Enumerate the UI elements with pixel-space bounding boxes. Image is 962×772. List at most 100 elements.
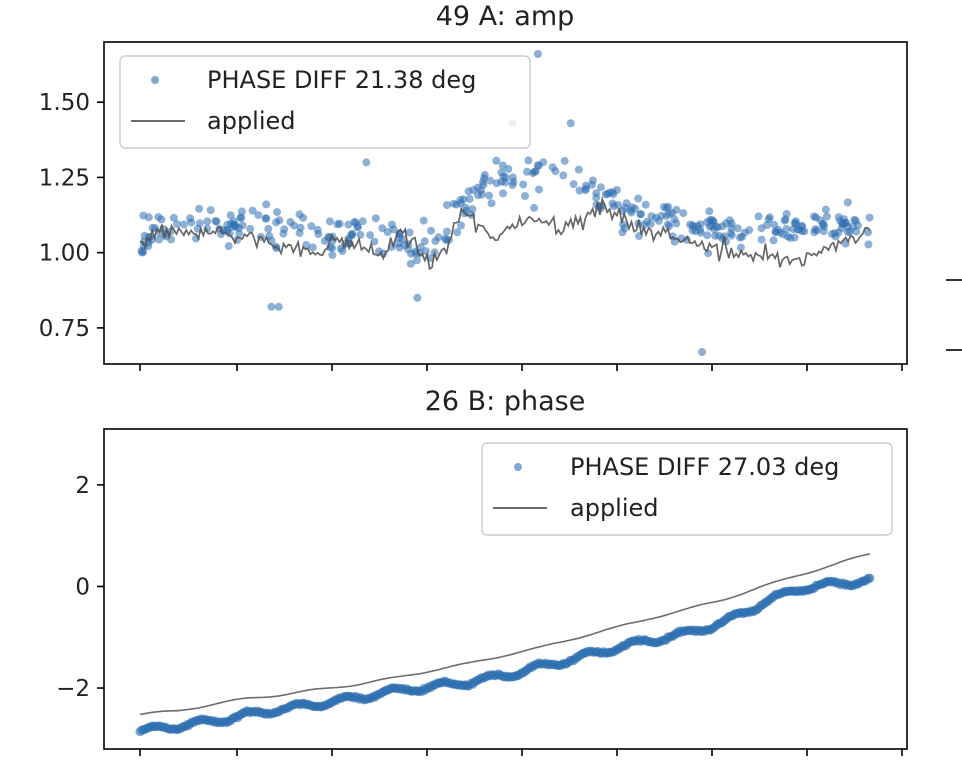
amp-scatter-point [169, 213, 178, 222]
amp-legend: PHASE DIFF 21.38 deg applied [119, 55, 531, 149]
amp-scatter-point [412, 256, 421, 265]
amp-scatter-point [464, 187, 473, 196]
amp-panel-title: 49 A: amp [436, 1, 575, 32]
amp-scatter-point [636, 210, 645, 219]
amp-scatter-point [344, 220, 353, 229]
amp-scatter-point [413, 293, 422, 302]
amp-scatter-point [362, 158, 371, 167]
amp-scatter-point [477, 190, 486, 199]
amp-scatter-point [612, 186, 621, 194]
amp-scatter-point [679, 209, 688, 218]
amp-scatter-point [566, 119, 575, 128]
amp-scatter-point [456, 199, 465, 208]
phase-y-tick-label: −2 [56, 676, 90, 702]
amp-scatter-point [195, 204, 204, 213]
amp-scatter-point [646, 219, 655, 228]
amp-scatter-point [378, 224, 387, 233]
amp-scatter-point [274, 302, 283, 311]
amp-scatter-point [618, 228, 627, 237]
phase-y-tick-label: 0 [75, 574, 90, 600]
amp-x-ticks [139, 364, 903, 371]
amp-scatter-point [652, 213, 661, 222]
amp-scatter-point [226, 211, 235, 220]
amp-scatter-point [771, 228, 780, 237]
amp-scatter-point [442, 227, 451, 236]
phase-scatter-point [865, 573, 875, 583]
amp-scatter-point [167, 235, 176, 244]
amp-legend-scatter-label: PHASE DIFF 21.38 deg [207, 66, 476, 94]
amp-scatter-point [770, 220, 779, 229]
amp-scatter-point [705, 207, 714, 216]
amp-scatter-point [443, 201, 451, 209]
amp-scatter-point [640, 221, 649, 229]
amp-scatter-point [689, 222, 698, 231]
amp-scatter-point [703, 231, 712, 240]
amp-scatter-point [366, 231, 375, 240]
amp-scatter-point [634, 194, 643, 203]
phase-axes-frame [103, 428, 908, 750]
amp-scatter-point [757, 235, 766, 244]
phase-y-tick-label: 2 [75, 473, 90, 499]
amp-scatter-point [264, 224, 273, 233]
amp-scatter-point [405, 228, 414, 237]
amp-scatter-point [670, 215, 679, 224]
amp-scatter-point [211, 217, 220, 225]
phase-legend: PHASE DIFF 27.03 deg applied [481, 442, 893, 536]
amp-applied-line [139, 195, 871, 271]
amp-scatter-point [296, 223, 305, 232]
amp-scatter-point [498, 161, 507, 170]
amp-scatter-point [254, 211, 263, 220]
phase-legend-scatter-label: PHASE DIFF 27.03 deg [570, 453, 839, 481]
amp-scatter-point [262, 200, 271, 209]
amp-scatter-point [431, 237, 440, 246]
amp-scatter-point [816, 216, 825, 225]
amp-scatter-point [186, 214, 194, 223]
amp-scatter-point [261, 214, 270, 223]
amp-scatter-point [865, 213, 874, 222]
amp-scatter-point [531, 167, 540, 176]
amp-scatter-point [521, 192, 529, 200]
amp-scatter-point [421, 247, 430, 256]
amp-legend-box [119, 55, 531, 149]
amp-scatter-point [457, 221, 465, 230]
phase-x-ticks [139, 749, 903, 756]
amp-scatter-point [790, 218, 799, 227]
amp-scatter-point [631, 204, 640, 213]
amp-scatter-point [757, 224, 766, 233]
amp-scatter-point [238, 221, 247, 230]
amp-scatter-point [139, 248, 148, 257]
amp-marks [137, 50, 874, 356]
amp-y-tick-label: 0.75 [39, 316, 90, 342]
amp-scatter-point [592, 193, 601, 202]
amp-scatter-point [358, 217, 367, 226]
amp-scatter-point [819, 227, 828, 236]
phase-panel: 26 B: phase −2 0 2 PHASE DIFF 27.03 deg ap… [56, 386, 908, 756]
amp-scatter-point [850, 215, 859, 224]
amp-scatter-point [371, 214, 380, 223]
amp-scatter-point [486, 176, 495, 185]
amp-scatter-point [173, 220, 181, 228]
amp-legend-line-label: applied [207, 107, 296, 135]
amp-scatter-point [519, 180, 528, 189]
amp-scatter-point [406, 259, 415, 268]
amp-scatter-point [560, 156, 569, 165]
amp-scatter-point [370, 237, 379, 246]
amp-scatter-point [419, 216, 428, 225]
amp-scatter-point [782, 209, 791, 218]
amp-scatter-point [356, 230, 365, 239]
amp-scatter-point [764, 215, 773, 224]
amp-scatter-point [347, 231, 356, 240]
amp-panel: 49 A: amp 0.75 1.00 1.25 1.50 PHASE DIFF 21… [39, 1, 908, 371]
amp-scatter-point [468, 205, 477, 214]
amp-scatter-point [622, 199, 631, 208]
phase-y-ticks: −2 0 2 [56, 473, 104, 702]
amp-scatter-point [272, 218, 281, 227]
amp-scatter-point [524, 156, 533, 165]
phase-applied-line [139, 553, 871, 716]
amp-scatter-point [144, 213, 153, 222]
amp-scatter-point [479, 177, 487, 186]
amp-scatter-point [718, 222, 727, 231]
amp-scatter-point [224, 242, 233, 251]
amp-scatter-point [738, 232, 746, 241]
